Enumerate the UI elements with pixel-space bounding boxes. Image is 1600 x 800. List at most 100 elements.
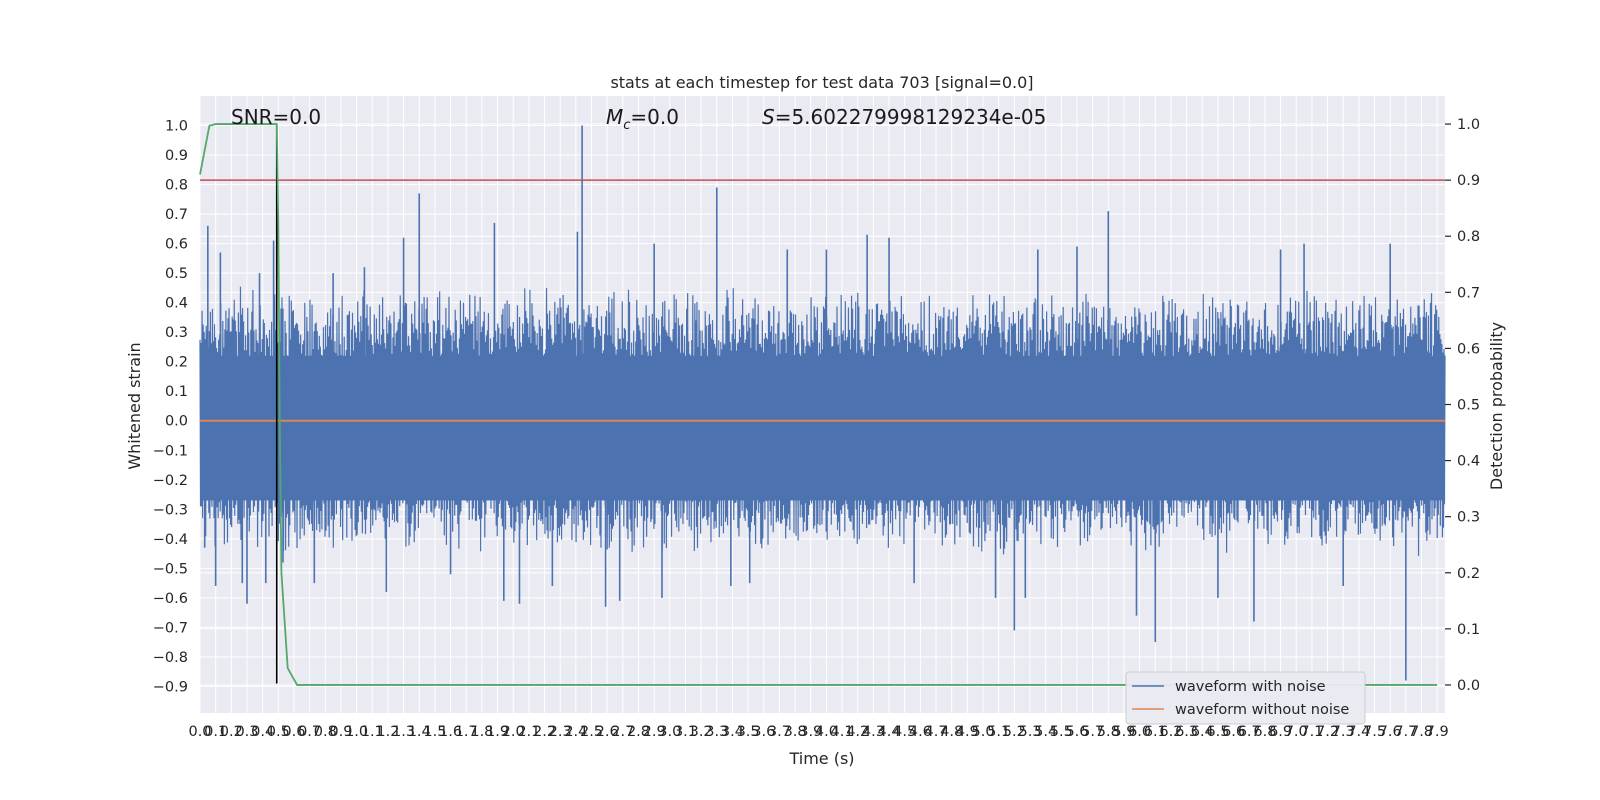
y-tick-label: 0.7 bbox=[165, 207, 188, 223]
noise-core-band bbox=[200, 355, 1445, 501]
x-tick-label: 5.7 bbox=[1081, 724, 1104, 740]
x-tick-label: 4.9 bbox=[956, 724, 979, 740]
x-tick-label: 4.7 bbox=[925, 724, 948, 740]
x-tick-label: 7.6 bbox=[1379, 724, 1402, 740]
x-tick-label: 5.0 bbox=[971, 724, 994, 740]
x-tick-label: 0.5 bbox=[267, 724, 290, 740]
y-tick-label: −0.1 bbox=[153, 443, 188, 459]
y2-tick-label: 0.5 bbox=[1457, 398, 1480, 414]
x-tick-label: 4.1 bbox=[831, 724, 854, 740]
series-detection-probability bbox=[199, 123, 1438, 686]
legend-label-clean: waveform without noise bbox=[1175, 702, 1349, 718]
x-tick-label: 5.8 bbox=[1097, 724, 1120, 740]
y-tick-labels: 1.0 0.9 0.8 0.7 0.6 0.5 0.4 0.3 0.2 0.1 0.0 −0.1 −0.… bbox=[153, 119, 188, 696]
x-tick-label: 6.7 bbox=[1238, 724, 1261, 740]
x-tick-label: 6.1 bbox=[1144, 724, 1167, 740]
x-tick-label: 1.8 bbox=[470, 724, 493, 740]
legend-label-noise: waveform with noise bbox=[1175, 679, 1326, 695]
legend: waveform with noise waveform without noi… bbox=[1125, 671, 1366, 725]
x-tick-label: 2.6 bbox=[596, 724, 619, 740]
y2-tick-label: 1.0 bbox=[1457, 117, 1480, 133]
mc-symbol: M bbox=[606, 105, 623, 129]
x-tick-label: 2.1 bbox=[517, 724, 540, 740]
y-tick-label: −0.2 bbox=[153, 473, 188, 489]
x-tick-label: 3.8 bbox=[784, 724, 807, 740]
mc-subscript: c bbox=[623, 118, 630, 133]
x-tick-label: 1.5 bbox=[423, 724, 446, 740]
x-tick-label: 4.8 bbox=[940, 724, 963, 740]
x-tick-label: 5.2 bbox=[1003, 724, 1026, 740]
x-tick-label: 4.2 bbox=[846, 724, 869, 740]
y2-tick-label: 0.3 bbox=[1457, 510, 1480, 526]
x-tick-label: 2.2 bbox=[533, 724, 556, 740]
x-tick-labels: 0.00.10.20.30.40.50.60.70.80.91.01.11.21… bbox=[188, 724, 1448, 740]
x-tick-label: 1.2 bbox=[376, 724, 399, 740]
x-tick-label: 0.9 bbox=[329, 724, 352, 740]
x-tick-label: 7.1 bbox=[1300, 724, 1323, 740]
x-tick-label: 5.9 bbox=[1112, 724, 1135, 740]
y-tick-label: 0.9 bbox=[165, 148, 188, 164]
x-tick-label: 4.5 bbox=[893, 724, 916, 740]
x-tick-label: 5.3 bbox=[1018, 724, 1041, 740]
x-tick-label: 7.4 bbox=[1347, 724, 1370, 740]
x-tick-label: 7.5 bbox=[1363, 724, 1386, 740]
y2-tick-label: 0.7 bbox=[1457, 285, 1480, 301]
x-tick-label: 2.0 bbox=[502, 724, 525, 740]
x-tick-label: 5.4 bbox=[1034, 724, 1057, 740]
x-tick-label: 3.1 bbox=[674, 724, 697, 740]
x-tick-label: 1.3 bbox=[392, 724, 415, 740]
x-tick-label: 2.5 bbox=[580, 724, 603, 740]
x-tick-label: 6.9 bbox=[1269, 724, 1292, 740]
x-tick-label: 5.5 bbox=[1050, 724, 1073, 740]
x-tick-label: 0.0 bbox=[188, 724, 211, 740]
x-tick-label: 6.0 bbox=[1128, 724, 1151, 740]
y2-axis-label: Detection probability bbox=[1487, 322, 1506, 490]
x-tick-label: 6.6 bbox=[1222, 724, 1245, 740]
x-tick-label: 0.6 bbox=[282, 724, 305, 740]
x-tick-label: 2.4 bbox=[564, 724, 587, 740]
y-tick-label: −0.6 bbox=[153, 591, 188, 607]
y-tick-label: 0.1 bbox=[165, 384, 188, 400]
x-tick-label: 3.0 bbox=[658, 724, 681, 740]
x-tick-label: 4.3 bbox=[862, 724, 885, 740]
x-tick-label: 0.1 bbox=[204, 724, 227, 740]
y-tick-label: −0.9 bbox=[153, 679, 188, 695]
y-tick-label: 0.0 bbox=[165, 414, 188, 430]
x-tick-label: 4.6 bbox=[909, 724, 932, 740]
x-tick-label: 4.4 bbox=[878, 724, 901, 740]
x-tick-label: 1.7 bbox=[455, 724, 478, 740]
x-tick-label: 7.0 bbox=[1285, 724, 1308, 740]
x-tick-label: 2.8 bbox=[627, 724, 650, 740]
y2-tick-label: 0.1 bbox=[1457, 622, 1480, 638]
x-tick-label: 0.4 bbox=[251, 724, 274, 740]
x-tick-label: 3.7 bbox=[768, 724, 791, 740]
y2-tick-label: 0.2 bbox=[1457, 566, 1480, 582]
y2-tick-label: 0.8 bbox=[1457, 229, 1480, 245]
x-tick-label: 6.4 bbox=[1191, 724, 1214, 740]
x-tick-label: 5.1 bbox=[987, 724, 1010, 740]
y2-tick-label: 0.9 bbox=[1457, 173, 1480, 189]
s-symbol: S bbox=[762, 105, 775, 129]
x-tick-label: 3.2 bbox=[690, 724, 713, 740]
y-tick-label: 0.2 bbox=[165, 355, 188, 371]
x-tick-label: 1.0 bbox=[345, 724, 368, 740]
x-tick-label: 3.4 bbox=[721, 724, 744, 740]
x-tick-label: 1.6 bbox=[439, 724, 462, 740]
x-tick-label: 2.3 bbox=[549, 724, 572, 740]
x-tick-label: 6.2 bbox=[1159, 724, 1182, 740]
x-tick-label: 7.7 bbox=[1394, 724, 1417, 740]
x-tick-label: 6.3 bbox=[1175, 724, 1198, 740]
x-tick-label: 1.9 bbox=[486, 724, 509, 740]
snr-annotation: SNR=0.0 bbox=[231, 105, 321, 129]
y-tick-label: −0.3 bbox=[153, 502, 188, 518]
x-tick-label: 1.1 bbox=[361, 724, 384, 740]
y-tick-label: −0.7 bbox=[153, 620, 188, 636]
x-tick-label: 3.9 bbox=[799, 724, 822, 740]
x-tick-label: 7.2 bbox=[1316, 724, 1339, 740]
y-tick-label: 0.4 bbox=[165, 296, 188, 312]
y-tick-label: 0.3 bbox=[165, 325, 188, 341]
x-tick-label: 0.8 bbox=[314, 724, 337, 740]
y-tick-label: 0.8 bbox=[165, 178, 188, 194]
y-tick-label: −0.8 bbox=[153, 650, 188, 666]
